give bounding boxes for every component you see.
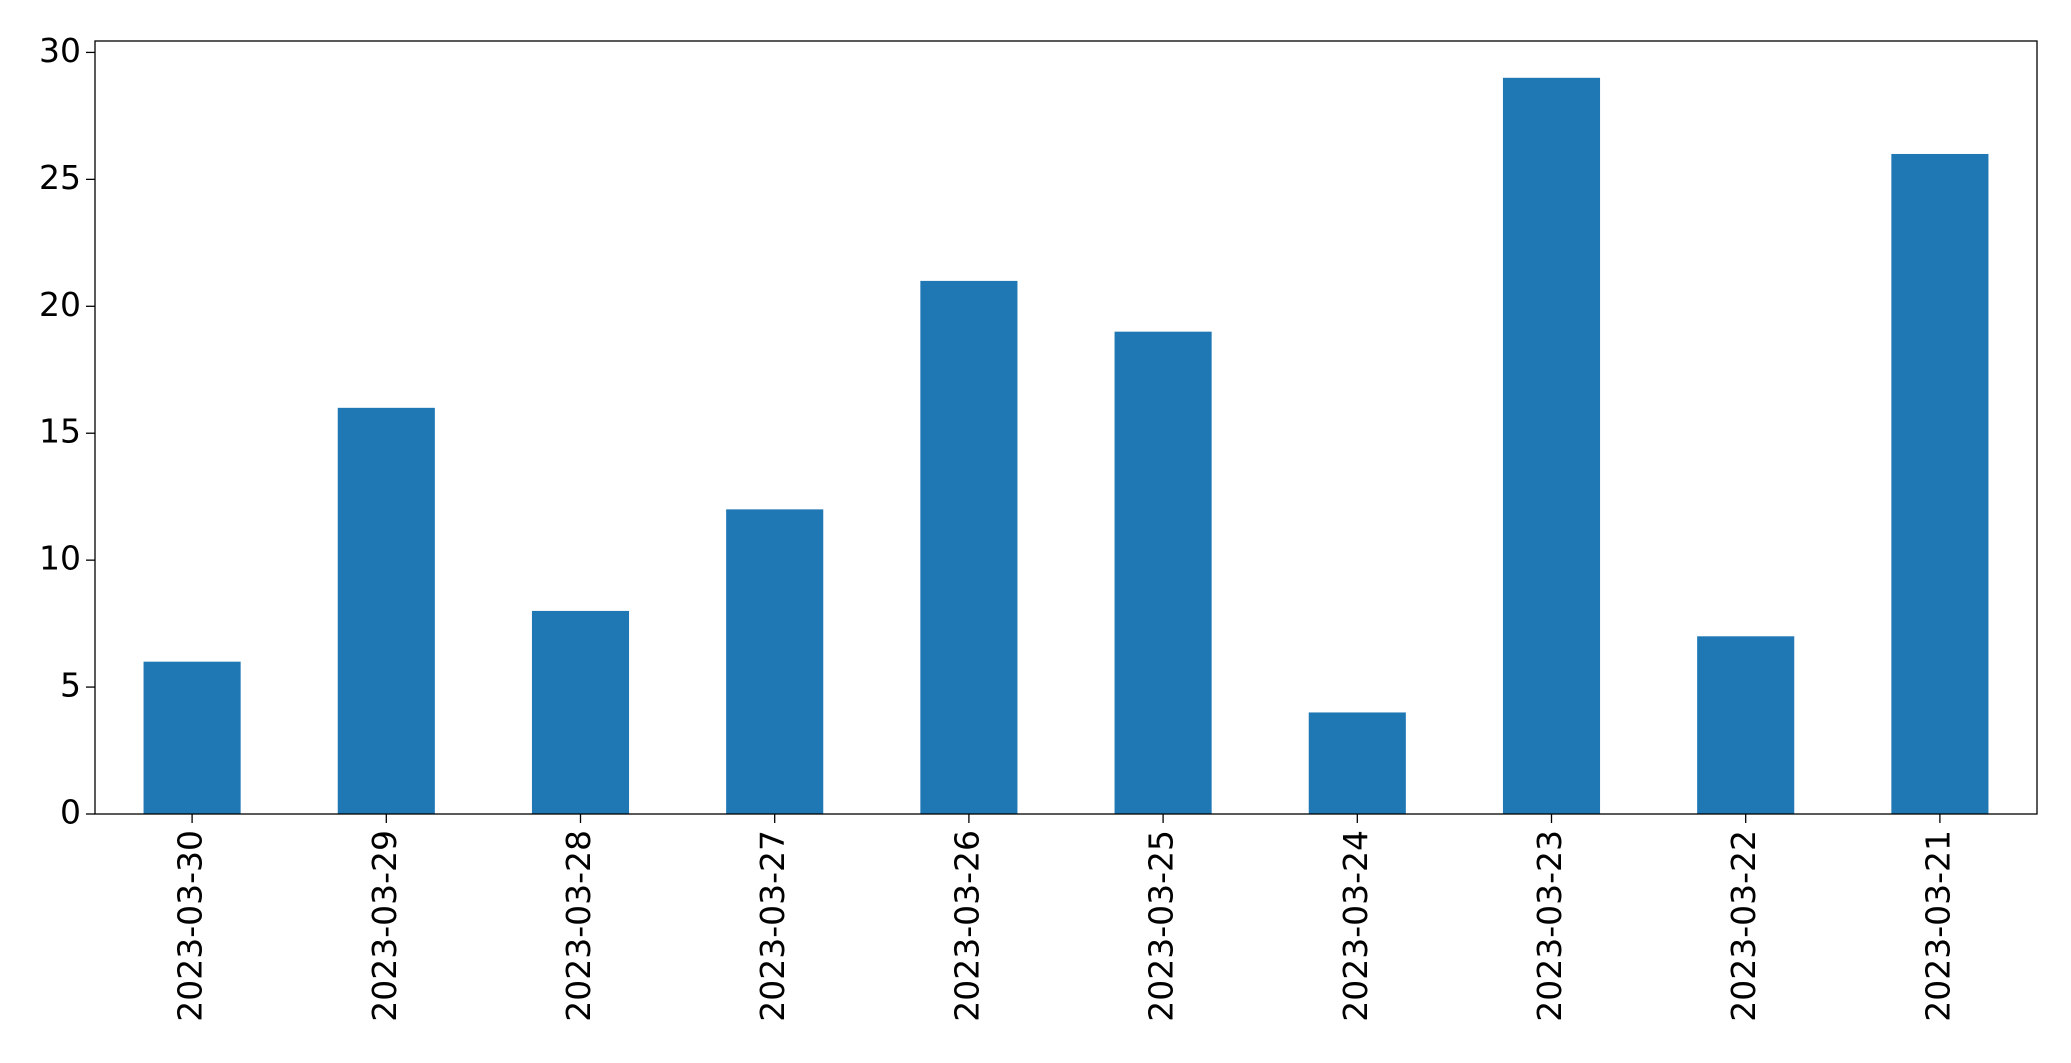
- bar: [531, 610, 630, 814]
- bar: [1697, 636, 1795, 814]
- x-tick-label: 2023-03-28: [559, 830, 598, 1022]
- plot-frame: [94, 40, 2038, 815]
- y-tick-label: 5: [60, 666, 81, 705]
- x-tick-label: 2023-03-21: [1918, 830, 1957, 1022]
- x-tick-label: 2023-03-27: [753, 830, 792, 1022]
- y-tick-label: 0: [60, 793, 81, 832]
- x-tick-label: 2023-03-26: [947, 830, 986, 1022]
- x-tick-label: 2023-03-30: [171, 830, 210, 1022]
- bar: [143, 661, 241, 814]
- bar: [1308, 712, 1406, 814]
- bar: [1114, 331, 1212, 814]
- bar: [726, 509, 824, 814]
- bar: [1502, 77, 1601, 815]
- x-tick-label: 2023-03-24: [1336, 830, 1375, 1022]
- x-tick-label: 2023-03-25: [1142, 830, 1181, 1022]
- x-tick-label: 2023-03-29: [365, 830, 404, 1022]
- x-tick-label: 2023-03-22: [1724, 830, 1763, 1022]
- x-tick-label: 2023-03-23: [1530, 830, 1569, 1022]
- y-tick-label: 15: [39, 412, 81, 451]
- y-tick-label: 30: [39, 31, 81, 70]
- y-tick-label: 20: [39, 285, 81, 324]
- bar: [920, 280, 1018, 814]
- bar: [337, 407, 435, 814]
- y-tick-label: 25: [39, 158, 81, 197]
- bar: [1891, 153, 1989, 814]
- y-tick-label: 10: [39, 539, 81, 578]
